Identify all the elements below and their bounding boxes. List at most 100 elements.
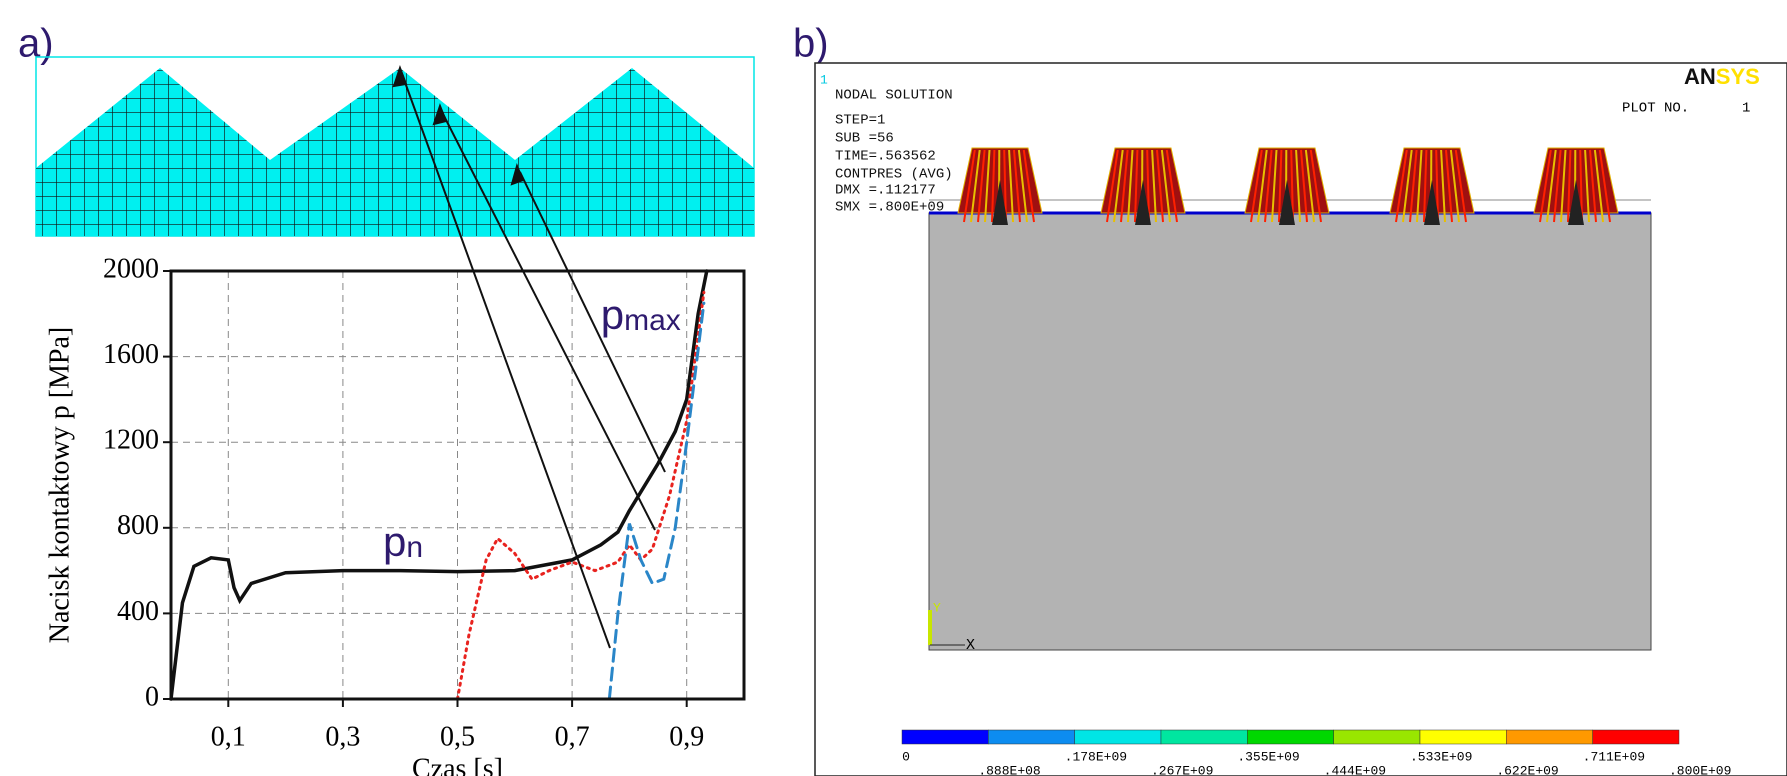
y-tick-label: 400	[117, 596, 159, 627]
tooth-stripe	[1151, 149, 1157, 223]
tooth-stripe	[1106, 149, 1119, 223]
logo-part: AN	[1684, 64, 1716, 89]
tooth-stripe	[1257, 149, 1268, 223]
colorbar-label: .533E+09	[1410, 749, 1472, 764]
tooth-stripe	[1278, 149, 1283, 223]
tooth-stripe	[1013, 149, 1021, 223]
y-tick-label: 2000	[103, 253, 159, 284]
tooth-stripe	[1113, 149, 1124, 223]
tooth-stripe	[1584, 149, 1590, 223]
line-series	[607, 301, 706, 701]
ansys-info: DMX =.112177	[835, 183, 936, 199]
colorbar-label: .444E+09	[1324, 763, 1386, 776]
tooth-stripe	[1022, 149, 1035, 223]
colorbar-segment	[901, 729, 989, 745]
annotation-text: p	[383, 518, 406, 565]
ansys-info: NODAL SOLUTION	[835, 88, 953, 104]
tooth-stripe	[1402, 149, 1413, 223]
tooth-stripe	[1579, 149, 1583, 223]
tooth-stripe	[1300, 149, 1308, 223]
y-tick-label: 1600	[103, 339, 159, 370]
tooth-stripe	[1309, 149, 1322, 223]
colorbar-label: .711E+09	[1583, 749, 1645, 764]
colorbar-segment	[1506, 729, 1593, 745]
plot-no-value: 1	[1742, 101, 1750, 117]
x-tick-label: 0,3	[325, 721, 360, 752]
tooth-gap	[1279, 180, 1295, 225]
colorbar-label: .178E+09	[1065, 749, 1127, 764]
tooth-stripe	[1146, 149, 1150, 223]
tooth-stripe	[1017, 149, 1028, 223]
tooth-stripe	[1395, 149, 1408, 223]
tooth-stripe	[1589, 149, 1597, 223]
x-tick-label: 0,9	[669, 721, 704, 752]
tooth-stripe	[1560, 149, 1567, 223]
tooth-gap	[1424, 180, 1440, 225]
line-series	[169, 269, 709, 701]
tooth-stripe	[963, 149, 976, 223]
colorbar-segment	[1247, 729, 1334, 745]
plot-area	[171, 271, 744, 699]
ansys-info: CONTPRES (AVG)	[835, 167, 953, 183]
ansys-logo: ANSYS	[1684, 64, 1760, 89]
tooth-stripe	[1423, 149, 1428, 223]
colorbar-label: 0	[902, 749, 910, 764]
colorbar-label: .267E+09	[1151, 763, 1213, 776]
x-tick-label: 0,5	[440, 721, 475, 752]
arrows	[392, 65, 666, 649]
y-tick-label: 800	[117, 510, 159, 541]
tooth-stripe	[991, 149, 996, 223]
tooth-stripe	[1553, 149, 1562, 223]
plot-no: PLOT NO.	[1622, 101, 1689, 117]
tooth-gap	[1135, 180, 1151, 225]
colorbar-label: .888E+08	[978, 763, 1040, 776]
ansys-info: SMX =.800E+09	[835, 200, 944, 216]
tooth-stripe	[1008, 149, 1014, 223]
tooth-gap	[992, 180, 1008, 225]
annotation-sub: n	[406, 531, 423, 564]
ansys-info: SUB =56	[835, 131, 894, 147]
colorbar-segment	[1592, 729, 1680, 745]
tooth-stripe	[1546, 149, 1557, 223]
x-tick-label: 0,7	[555, 721, 590, 752]
tooth-stripe	[1003, 149, 1007, 223]
line-series	[456, 290, 706, 701]
tooth-stripe	[1454, 149, 1467, 223]
y-tick-label: 1200	[103, 425, 159, 456]
tooth-stripe	[1295, 149, 1301, 223]
tooth-stripe	[1409, 149, 1418, 223]
tooth-stripe	[1449, 149, 1460, 223]
colorbar-label: .355E+09	[1237, 749, 1299, 764]
tooth-stripe	[977, 149, 986, 223]
tooth-stripe	[1120, 149, 1129, 223]
mesh	[36, 68, 754, 236]
tooth-stripe	[1160, 149, 1171, 223]
tooth-gap	[1568, 180, 1584, 225]
tooth-stripe	[1271, 149, 1278, 223]
tooth-stripe	[1416, 149, 1423, 223]
logo-part: SYS	[1716, 64, 1760, 89]
tooth-stripe	[1445, 149, 1453, 223]
axis-y: Y	[933, 600, 941, 615]
tooth-stripe	[1567, 149, 1572, 223]
ansys-info: TIME=.563562	[835, 149, 936, 165]
colorbar-label: .800E+09	[1669, 763, 1731, 776]
x-tick-label: 0,1	[211, 721, 246, 752]
annotation-text: p	[601, 291, 624, 338]
contact-teeth	[957, 147, 1619, 225]
annotation: pmax	[601, 291, 681, 338]
annotation-sub: max	[624, 304, 681, 337]
tooth-stripe	[1290, 149, 1294, 223]
corner-number: 1	[820, 72, 828, 87]
y-axis-label: Nacisk kontaktowy p [MPa]	[44, 327, 75, 644]
colorbar-segment	[1160, 729, 1248, 745]
ansys-info: STEP=1	[835, 113, 885, 129]
colorbar-segment	[1333, 729, 1421, 745]
colorbar-segment	[1419, 729, 1507, 745]
annotation: pn	[383, 518, 423, 565]
tooth-stripe	[1593, 149, 1604, 223]
panel-label: b)	[793, 22, 829, 66]
tooth-stripe	[970, 149, 981, 223]
axis-x: X	[966, 637, 975, 654]
colorbar-segment	[1074, 729, 1162, 745]
